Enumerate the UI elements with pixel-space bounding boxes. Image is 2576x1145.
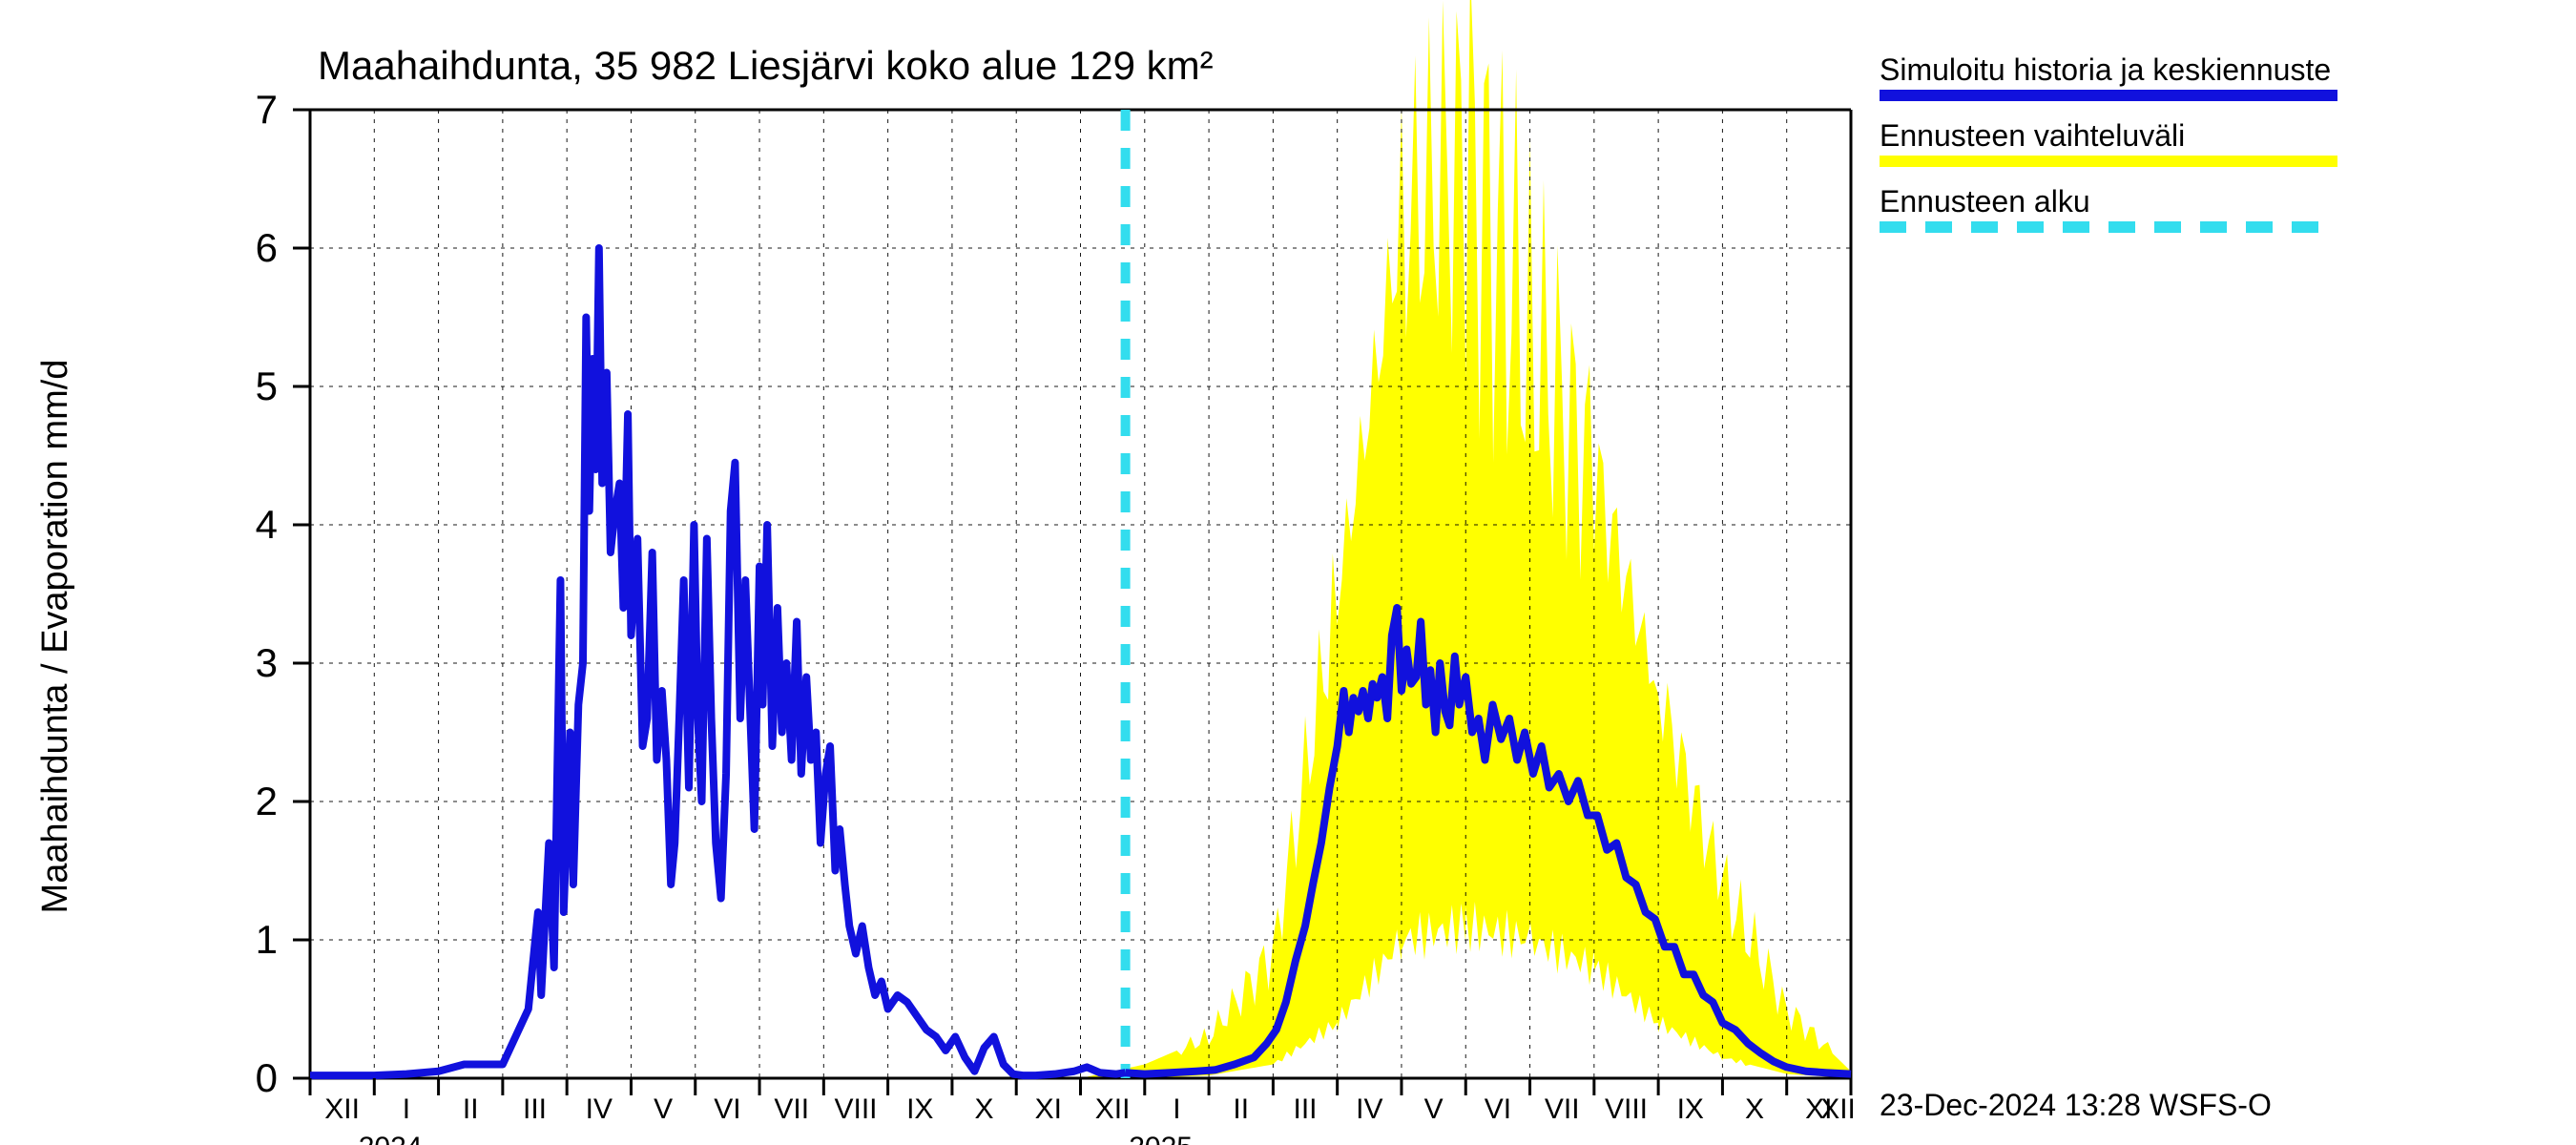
x-tick-label: IV bbox=[586, 1093, 613, 1125]
x-tick-label: III bbox=[1294, 1093, 1318, 1125]
y-tick-label: 5 bbox=[256, 364, 278, 408]
x-year-label: 2025 bbox=[1129, 1132, 1193, 1145]
y-axis-label: Maahaihdunta / Evaporation mm/d bbox=[35, 360, 75, 914]
x-tick-label: IX bbox=[906, 1093, 933, 1125]
x-tick-label: X bbox=[1745, 1093, 1764, 1125]
y-tick-label: 6 bbox=[256, 225, 278, 270]
y-tick-label: 1 bbox=[256, 917, 278, 962]
y-tick-label: 0 bbox=[256, 1055, 278, 1100]
x-tick-label: V bbox=[654, 1093, 673, 1125]
x-tick-label: XII bbox=[1820, 1093, 1856, 1125]
x-tick-label: I bbox=[1173, 1093, 1180, 1125]
legend-item-history: Simuloitu historia ja keskiennuste bbox=[1880, 52, 2566, 101]
legend-label: Ennusteen vaihteluväli bbox=[1880, 118, 2566, 154]
legend-item-range: Ennusteen vaihteluväli bbox=[1880, 118, 2566, 167]
x-tick-label: XII bbox=[324, 1093, 360, 1125]
x-tick-label: II bbox=[463, 1093, 479, 1125]
x-tick-label: V bbox=[1424, 1093, 1444, 1125]
y-tick-label: 3 bbox=[256, 640, 278, 685]
chart-title: Maahaihdunta, 35 982 Liesjärvi koko alue… bbox=[318, 43, 1214, 88]
x-tick-label: VII bbox=[774, 1093, 809, 1125]
x-tick-label: VIII bbox=[834, 1093, 877, 1125]
x-tick-label: III bbox=[523, 1093, 547, 1125]
x-tick-label: VI bbox=[714, 1093, 740, 1125]
x-tick-label: IV bbox=[1356, 1093, 1382, 1125]
y-tick-label: 2 bbox=[256, 779, 278, 823]
x-tick-label: XI bbox=[1035, 1093, 1062, 1125]
legend-item-forecast-start: Ennusteen alku bbox=[1880, 184, 2566, 233]
evaporation-chart: 01234567XIIIIIIIIIVVVIVIIVIIIIXXXIXIIIII… bbox=[0, 0, 2576, 1145]
x-tick-label: VII bbox=[1545, 1093, 1580, 1125]
x-year-label: 2024 bbox=[359, 1132, 423, 1145]
x-tick-label: I bbox=[403, 1093, 410, 1125]
x-tick-label: X bbox=[975, 1093, 994, 1125]
x-tick-label: XII bbox=[1095, 1093, 1131, 1125]
x-tick-label: VI bbox=[1485, 1093, 1511, 1125]
legend-swatch-dashed bbox=[1880, 221, 2337, 233]
legend-label: Ennusteen alku bbox=[1880, 184, 2566, 219]
y-tick-label: 4 bbox=[256, 502, 278, 547]
x-tick-label: VIII bbox=[1605, 1093, 1648, 1125]
legend-label: Simuloitu historia ja keskiennuste bbox=[1880, 52, 2566, 88]
legend: Simuloitu historia ja keskiennuste Ennus… bbox=[1880, 52, 2566, 250]
legend-swatch-band bbox=[1880, 156, 2337, 167]
legend-swatch-line bbox=[1880, 90, 2337, 101]
y-tick-label: 7 bbox=[256, 87, 278, 132]
timestamp-footer: 23-Dec-2024 13:28 WSFS-O bbox=[1880, 1088, 2272, 1123]
x-tick-label: II bbox=[1233, 1093, 1249, 1125]
x-tick-label: IX bbox=[1677, 1093, 1704, 1125]
